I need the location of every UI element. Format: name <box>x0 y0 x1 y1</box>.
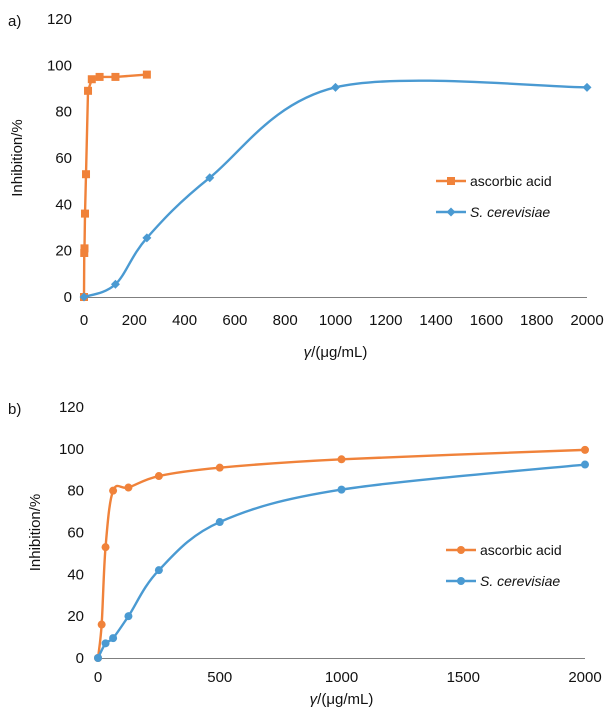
data-point <box>81 209 90 218</box>
x-tick-label: 1000 <box>319 312 352 329</box>
x-axis-title: γ/(μg/mL) <box>304 344 368 361</box>
data-point <box>82 170 91 179</box>
legend-label: S. cerevisiae <box>470 204 550 220</box>
x-tick-label: 800 <box>273 312 298 329</box>
data-point <box>101 639 110 648</box>
x-tick-label: 0 <box>94 669 102 686</box>
y-axis-title: Inhibition/% <box>27 494 44 572</box>
y-tick-label: 100 <box>59 441 84 458</box>
x-tick-label: 1000 <box>325 669 358 686</box>
y-tick-label: 100 <box>47 57 72 74</box>
y-tick-label: 60 <box>55 150 72 167</box>
data-point <box>79 292 89 302</box>
panel-label: b) <box>8 401 21 418</box>
y-tick-label: 120 <box>47 11 72 28</box>
data-point <box>582 82 592 92</box>
x-tick-label: 0 <box>80 312 88 329</box>
data-point <box>80 248 89 257</box>
data-point <box>581 460 589 469</box>
data-point <box>154 566 163 575</box>
data-point <box>84 86 93 95</box>
data-point <box>95 72 104 81</box>
legend-marker <box>447 177 455 185</box>
data-point <box>101 543 110 552</box>
legend-entry: S. cerevisiae <box>436 204 550 220</box>
data-point <box>337 485 346 494</box>
x-axis-title-unit: /(μg/mL) <box>311 344 367 361</box>
legend-marker <box>457 546 465 554</box>
legend-label: ascorbic acid <box>470 173 552 189</box>
legend-entry: ascorbic acid <box>446 542 562 558</box>
x-axis-title-symbol: γ <box>310 691 319 708</box>
data-point <box>154 472 163 481</box>
x-tick-label: 1500 <box>447 669 480 686</box>
x-tick-label: 400 <box>172 312 197 329</box>
data-point <box>581 445 589 454</box>
data-point <box>110 279 120 289</box>
data-point <box>87 75 96 84</box>
y-axis-title: Inhibition/% <box>9 119 26 197</box>
y-tick-label: 120 <box>59 399 84 416</box>
y-tick-label: 40 <box>55 196 72 213</box>
data-point <box>124 483 133 492</box>
data-point <box>80 244 89 253</box>
data-point <box>205 173 215 183</box>
legend-label: ascorbic acid <box>480 542 562 558</box>
legend-entry: ascorbic acid <box>436 173 552 189</box>
y-tick-label: 60 <box>67 525 84 542</box>
legend-marker <box>457 577 465 585</box>
x-tick-label: 1200 <box>369 312 402 329</box>
chart-panel-b: b) 0 20 40 60 80 100 120 0 500 1000 1500 2000 Inhibit… <box>8 399 602 708</box>
y-tick-label: 80 <box>67 483 84 500</box>
x-tick-label: 2000 <box>570 312 603 329</box>
series-line <box>82 73 147 298</box>
y-tick-label: 0 <box>76 650 84 667</box>
data-point <box>142 70 151 79</box>
data-point <box>97 620 106 629</box>
data-point <box>337 455 346 464</box>
data-point <box>215 518 224 527</box>
x-tick-label: 600 <box>222 312 247 329</box>
data-point <box>142 233 152 243</box>
series-line <box>96 448 586 659</box>
y-tick-label: 0 <box>64 289 72 306</box>
y-tick-label: 40 <box>67 566 84 583</box>
x-tick-label: 1600 <box>470 312 503 329</box>
data-point <box>109 486 118 495</box>
x-tick-label: 200 <box>122 312 147 329</box>
x-tick-label: 500 <box>207 669 232 686</box>
series-ascorbic-acid <box>80 70 151 301</box>
y-tick-label: 80 <box>55 104 72 121</box>
data-point <box>111 72 120 81</box>
x-axis-title: γ/(μg/mL) <box>310 691 374 708</box>
panel-label: a) <box>8 13 21 30</box>
x-axis-title-unit: /(μg/mL) <box>317 691 373 708</box>
series-s-cerevisiae <box>79 79 592 302</box>
legend-label: S. cerevisiae <box>480 573 560 589</box>
series-ascorbic-acid <box>94 445 589 662</box>
data-point <box>109 634 118 643</box>
y-tick-label: 20 <box>67 608 84 625</box>
data-point <box>94 654 102 662</box>
y-tick-label: 20 <box>55 243 72 260</box>
data-point <box>215 463 224 472</box>
data-point <box>331 82 340 92</box>
x-axis-title-symbol: γ <box>304 344 313 361</box>
series-s-cerevisiae <box>94 460 589 662</box>
x-tick-label: 2000 <box>568 669 601 686</box>
data-point <box>124 612 133 621</box>
x-tick-label: 1800 <box>520 312 553 329</box>
x-tick-label: 1400 <box>419 312 452 329</box>
legend-entry: S. cerevisiae <box>446 573 560 589</box>
legend-marker <box>446 207 456 217</box>
